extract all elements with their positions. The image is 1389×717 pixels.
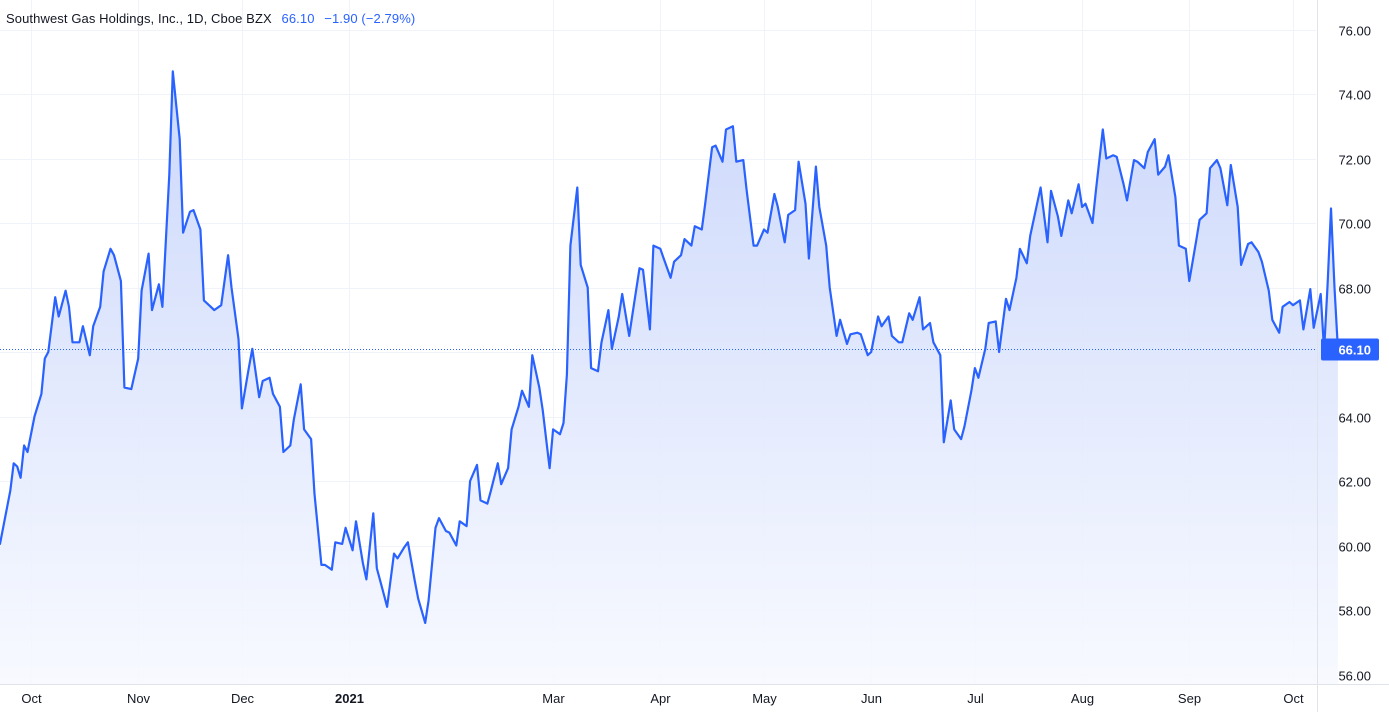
y-tick-label: 76.00 <box>1338 24 1371 39</box>
y-tick-label: 62.00 <box>1338 475 1371 490</box>
x-tick-label: Jun <box>861 691 882 706</box>
x-tick-label: Aug <box>1071 691 1094 706</box>
area-path <box>0 71 1338 684</box>
price-change: −1.90 (−2.79%) <box>324 11 416 26</box>
x-tick-label: Apr <box>650 691 671 706</box>
series-line <box>0 70 1339 624</box>
y-tick-label: 60.00 <box>1338 540 1371 555</box>
symbol-title: Southwest Gas Holdings, Inc., 1D, Cboe B… <box>6 11 272 26</box>
x-tick-label: Jul <box>967 691 984 706</box>
y-tick-label: 56.00 <box>1338 669 1371 684</box>
x-tick-label: 2021 <box>335 691 364 706</box>
x-tick-label: Dec <box>231 691 255 706</box>
symbol-legend: Southwest Gas Holdings, Inc., 1D, Cboe B… <box>6 11 415 26</box>
x-tick-label: Mar <box>542 691 565 706</box>
last-price-badge-bg <box>1321 338 1379 361</box>
y-tick-label: 74.00 <box>1338 88 1371 103</box>
x-tick-label: Nov <box>127 691 151 706</box>
x-tick-label: Sep <box>1178 691 1201 706</box>
y-tick-label: 70.00 <box>1338 217 1371 232</box>
y-tick-label: 72.00 <box>1338 153 1371 168</box>
last-value: 66.10 <box>281 11 315 26</box>
x-tick-label: Oct <box>1283 691 1304 706</box>
price-badge: 66.10 <box>0 338 1379 361</box>
price-line <box>0 70 1339 624</box>
y-tick-label: 68.00 <box>1338 282 1371 297</box>
last-price-badge-label: 66.10 <box>1338 343 1371 358</box>
x-tick-label: Oct <box>21 691 42 706</box>
area-fill <box>0 71 1338 684</box>
x-tick-label: May <box>752 691 777 706</box>
y-tick-label: 64.00 <box>1338 411 1371 426</box>
y-tick-label: 58.00 <box>1338 604 1371 619</box>
